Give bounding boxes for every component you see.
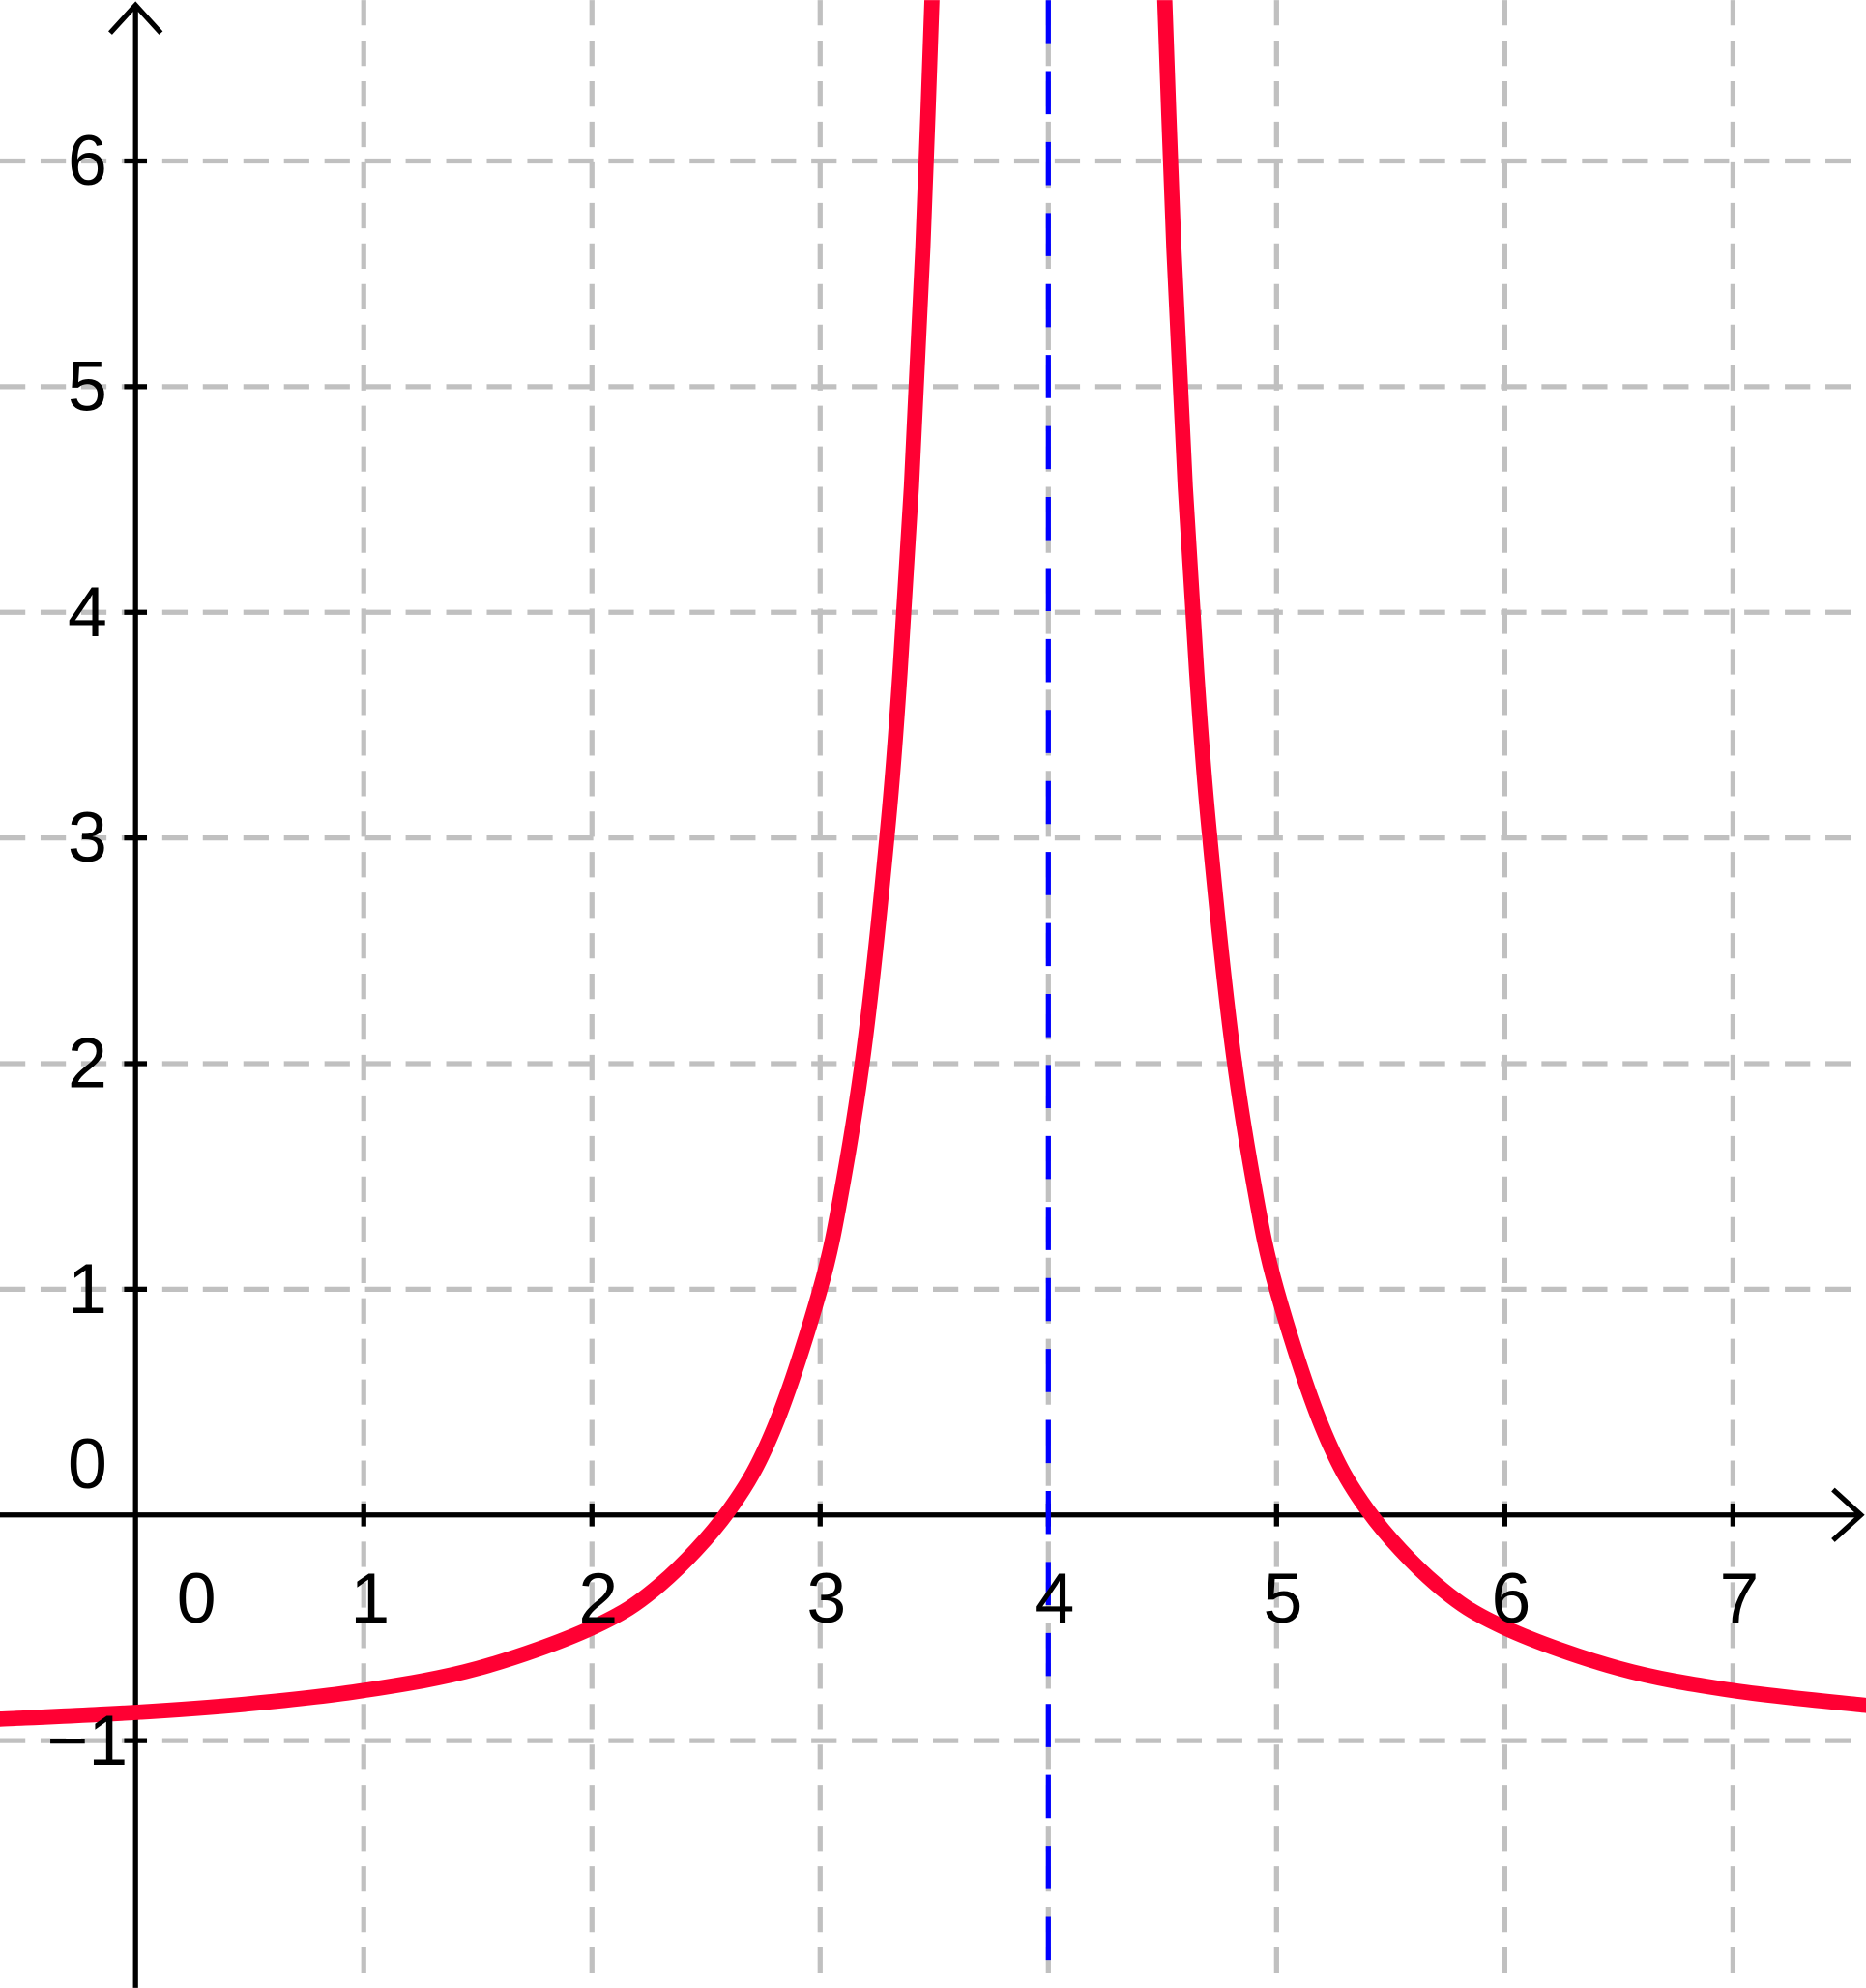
- y-tick-label: 3: [68, 798, 107, 877]
- labels: 0 1 2 3 4 5 6 7 −1 0 1 2 3 4 5 6: [47, 121, 1760, 1780]
- x-tick-label: 7: [1720, 1559, 1760, 1638]
- y-tick-label: 4: [68, 572, 107, 652]
- y-axis-arrow: [108, 1, 163, 35]
- x-tick-label: 2: [578, 1559, 618, 1638]
- y-tick-label: −1: [47, 1701, 129, 1780]
- x-axis-arrow: [1831, 1487, 1865, 1542]
- y-tick-label: 1: [68, 1249, 107, 1329]
- y-tick-label: 0: [68, 1424, 107, 1504]
- x-tick-label: 6: [1492, 1559, 1531, 1638]
- x-tick-label: 1: [350, 1559, 390, 1638]
- x-tick-label: 3: [806, 1559, 846, 1638]
- y-tick-label: 6: [68, 121, 107, 200]
- x-tick-label: 0: [177, 1559, 217, 1638]
- y-tick-label: 2: [68, 1024, 107, 1103]
- function-curve: [0, 0, 1866, 1727]
- y-tick-label: 5: [68, 346, 107, 425]
- x-tick-label: 4: [1035, 1559, 1074, 1638]
- x-tick-label: 5: [1263, 1559, 1302, 1638]
